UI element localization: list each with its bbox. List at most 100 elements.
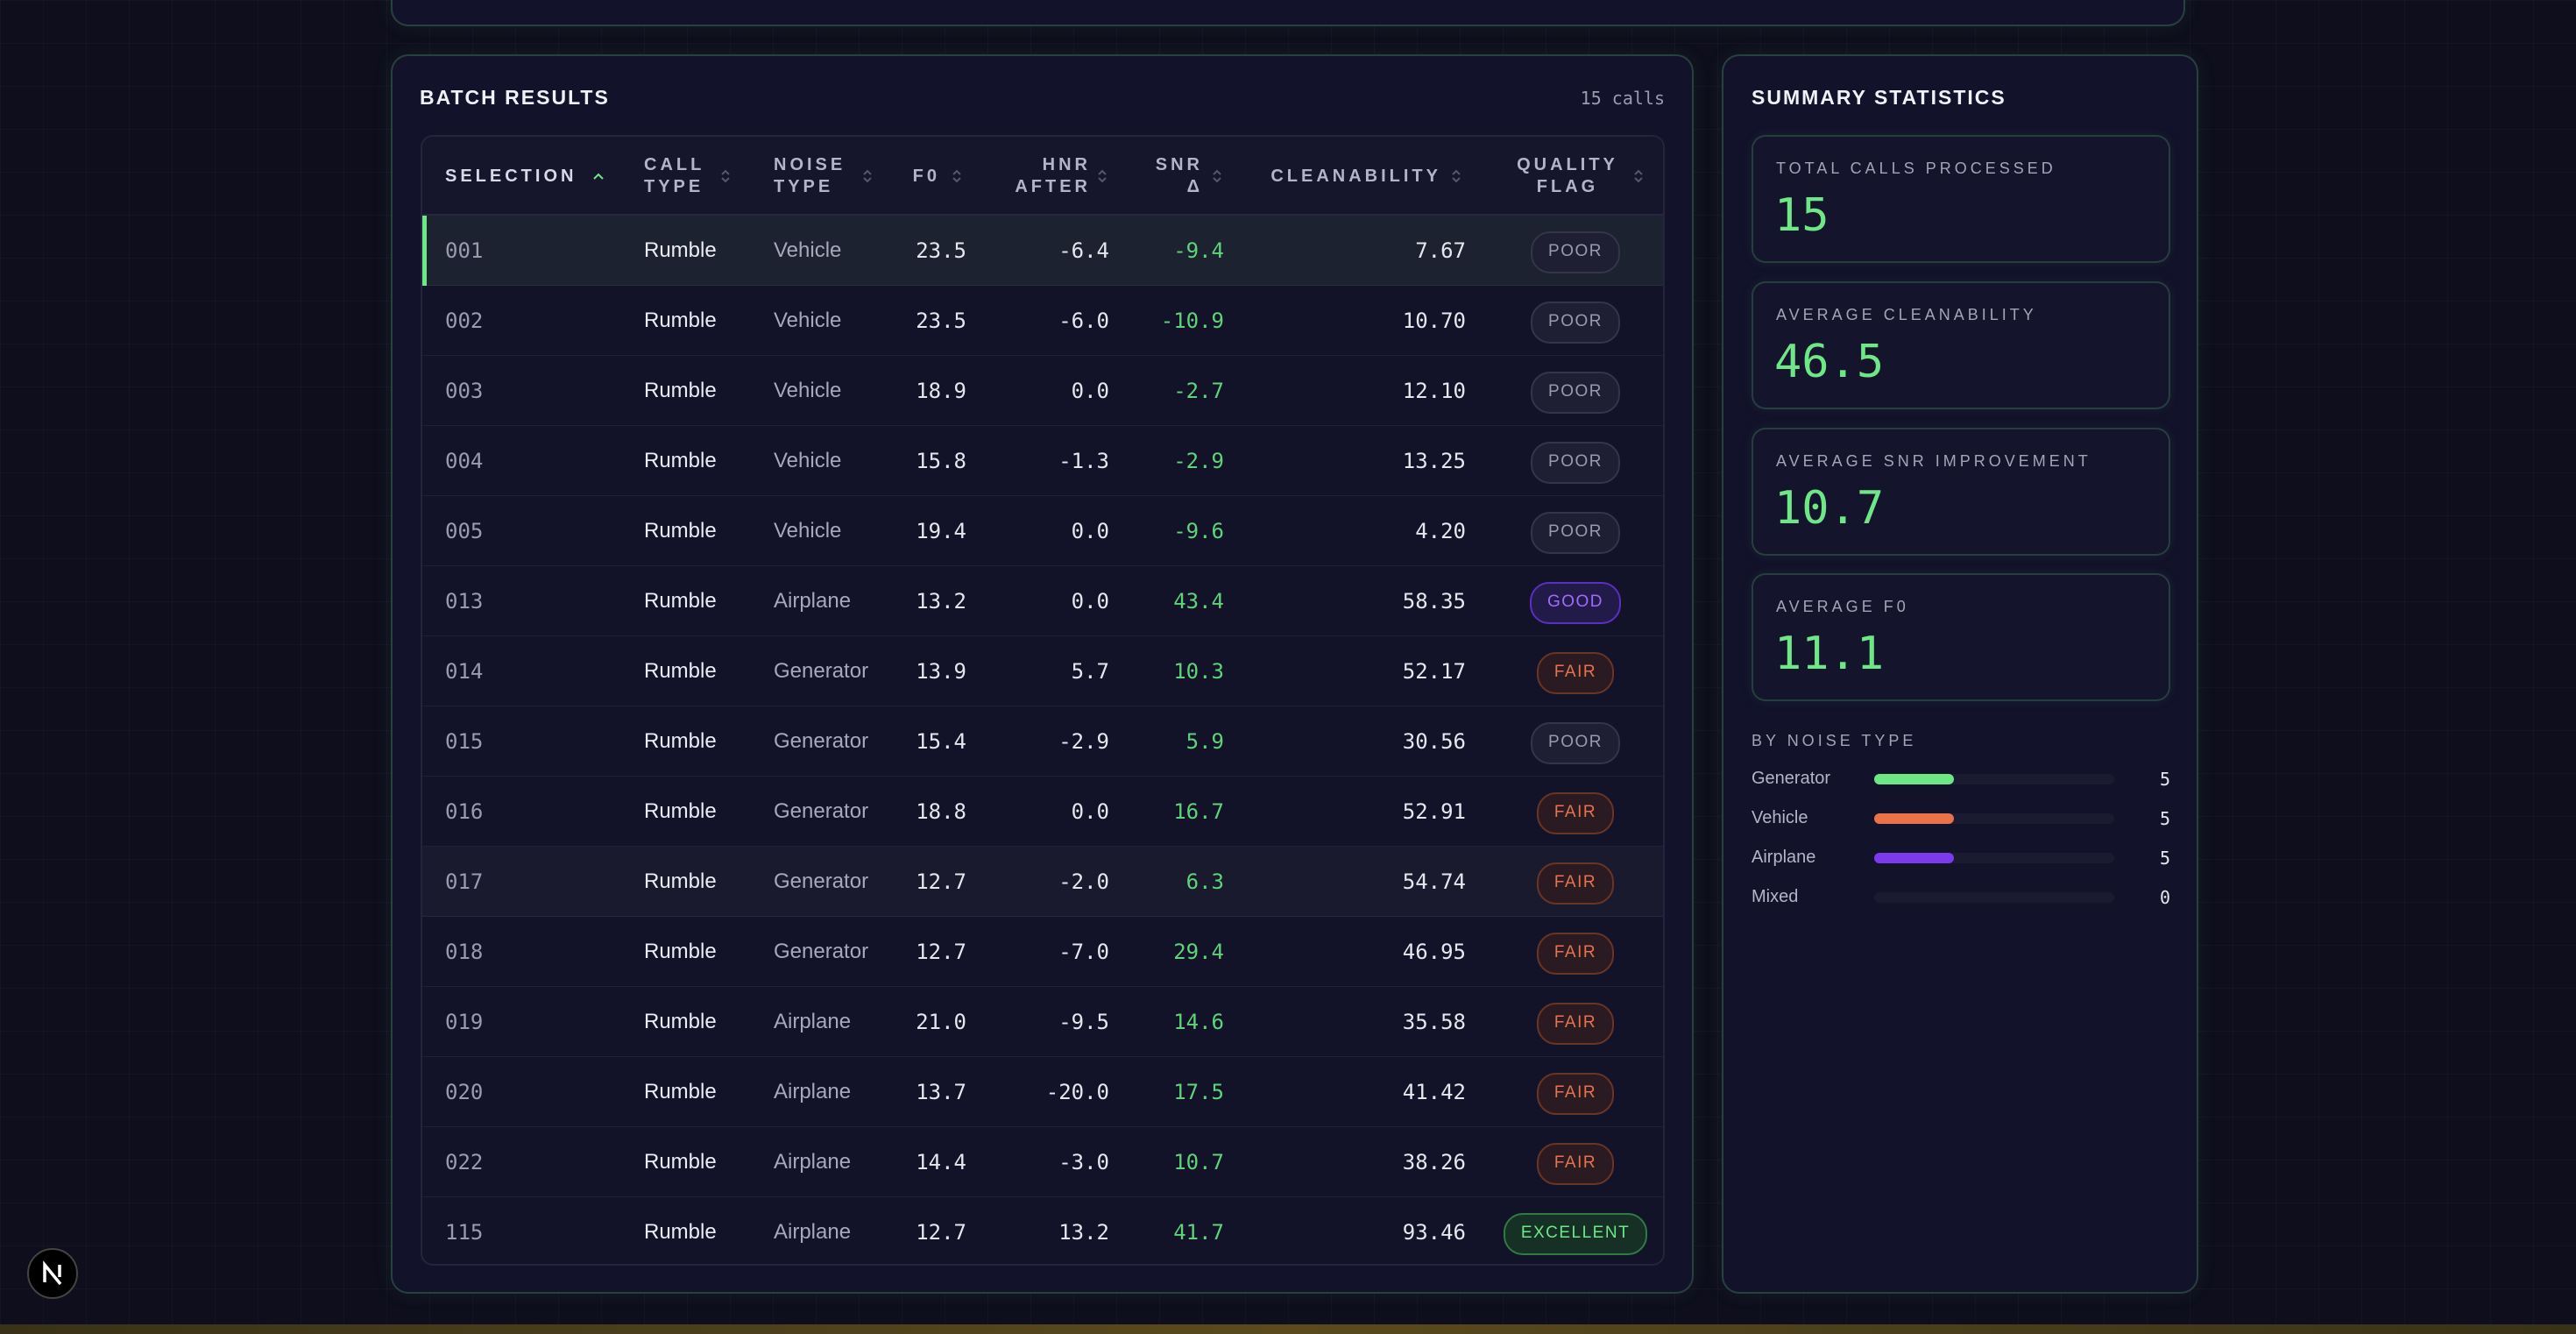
table-row[interactable] [422, 1127, 1663, 1197]
sort-icon[interactable] [1210, 167, 1224, 185]
table-row[interactable] [422, 496, 1663, 566]
noise-label: Mixed [1752, 887, 1799, 906]
column-header-text: NOISE TYPE [774, 155, 846, 196]
column-header-text: SNR Δ [1155, 155, 1203, 196]
table-cell: 017 [445, 869, 484, 894]
table-cell: -2.9 [1058, 729, 1109, 754]
table-cell: 41.7 [1173, 1220, 1224, 1245]
batch-count: 15 calls [1580, 88, 1665, 109]
table-cell: 5.9 [1185, 729, 1224, 754]
table-cell: -7.0 [1058, 940, 1109, 964]
table-row[interactable] [422, 636, 1663, 706]
dev-badge[interactable] [26, 1247, 79, 1300]
sort-icon[interactable] [1631, 167, 1645, 185]
table-cell: 10.3 [1173, 659, 1224, 684]
table-row[interactable] [422, 847, 1663, 917]
table-cell: 5.7 [1071, 659, 1109, 684]
table-cell: Rumble [644, 1220, 717, 1244]
table-row[interactable] [422, 706, 1663, 777]
table-cell: -6.4 [1058, 238, 1109, 263]
table-cell: Vehicle [774, 519, 842, 543]
table-cell: 29.4 [1173, 940, 1224, 964]
table-cell: 17.5 [1173, 1080, 1224, 1104]
table-row[interactable] [422, 356, 1663, 426]
table-cell: 4.20 [1415, 519, 1466, 543]
quality-badge: POOR [1531, 512, 1620, 554]
table-cell: Generator [774, 729, 869, 753]
sort-icon[interactable] [1449, 167, 1463, 185]
sort-icon[interactable] [1095, 167, 1109, 185]
table-row[interactable] [422, 216, 1663, 286]
table-row[interactable] [422, 777, 1663, 847]
table-cell: 18.9 [916, 379, 966, 403]
bar-track [1874, 892, 2114, 903]
table-cell: Rumble [644, 309, 717, 332]
table-cell: Generator [774, 659, 869, 683]
noise-count: 5 [2159, 808, 2170, 829]
quality-badge: FAIR [1536, 933, 1615, 975]
flag-cell: FAIR [1488, 933, 1663, 975]
table-cell: Airplane [774, 1150, 852, 1174]
column-header[interactable]: SNR Δ [1142, 137, 1203, 216]
noise-count: 5 [2159, 848, 2170, 869]
quality-badge: POOR [1531, 372, 1620, 414]
stat-label: TOTAL CALLS PROCESSED [1776, 160, 2056, 177]
stat-label: AVERAGE F0 [1776, 598, 1909, 615]
flag-cell: POOR [1488, 372, 1663, 414]
table-cell: 46.95 [1402, 940, 1466, 964]
column-header-text: SELECTION [445, 166, 577, 186]
table-row[interactable] [422, 1057, 1663, 1127]
table-cell: 23.5 [916, 309, 966, 333]
table-cell: 0.0 [1071, 799, 1109, 824]
table-cell: 10.70 [1402, 309, 1466, 333]
table-cell: 013 [445, 589, 484, 614]
table-cell: 12.7 [916, 940, 966, 964]
table-cell: 58.35 [1402, 589, 1466, 614]
flag-cell: POOR [1488, 512, 1663, 554]
column-header-text: CLEANABILITY [1270, 166, 1441, 186]
column-header[interactable]: CALL TYPE [644, 137, 723, 216]
column-header-text: HNR AFTER [1015, 155, 1091, 196]
table-cell: 13.9 [916, 659, 966, 684]
table-cell: 13.25 [1402, 449, 1466, 473]
table-cell: Rumble [644, 589, 717, 613]
table-cell: 38.26 [1402, 1150, 1466, 1174]
column-header[interactable]: F0 [870, 137, 940, 216]
table-row[interactable] [422, 917, 1663, 987]
table-row[interactable] [422, 426, 1663, 496]
column-header[interactable]: HNR AFTER [1012, 137, 1091, 216]
column-header-text: CALL TYPE [644, 155, 704, 196]
quality-badge: FAIR [1536, 1143, 1615, 1185]
table-cell: -1.3 [1058, 449, 1109, 473]
sort-icon[interactable] [591, 167, 605, 185]
column-header[interactable]: QUALITY FLAG [1511, 137, 1624, 216]
table-cell: 43.4 [1173, 589, 1224, 614]
table-cell: 41.42 [1402, 1080, 1466, 1104]
column-header[interactable]: CLEANABILITY [1231, 137, 1441, 216]
table-row[interactable] [422, 286, 1663, 356]
stat-value: 15 [1774, 189, 1829, 242]
table-cell: 12.7 [916, 869, 966, 894]
table-row[interactable] [422, 987, 1663, 1057]
column-header[interactable]: NOISE TYPE [774, 137, 870, 216]
stat-label: AVERAGE SNR IMPROVEMENT [1776, 452, 2091, 470]
table-cell: Vehicle [774, 449, 842, 472]
column-header[interactable]: SELECTION [445, 137, 594, 216]
table-cell: 16.7 [1173, 799, 1224, 824]
sort-icon[interactable] [718, 167, 732, 185]
sort-icon[interactable] [950, 167, 964, 185]
quality-badge: GOOD [1529, 582, 1622, 624]
table-row[interactable] [422, 566, 1663, 636]
table-cell: 003 [445, 379, 484, 403]
table-cell: 14.6 [1173, 1010, 1224, 1034]
table-cell: 7.67 [1415, 238, 1466, 263]
flag-cell: EXCELLENT [1488, 1213, 1663, 1255]
table-cell: 13.7 [916, 1080, 966, 1104]
stat-card: AVERAGE F0 11.1 [1752, 573, 2170, 701]
table-cell: 002 [445, 309, 484, 333]
table-cell: 23.5 [916, 238, 966, 263]
table-cell: 13.2 [1058, 1220, 1109, 1245]
sort-icon[interactable] [860, 167, 874, 185]
table-cell: 022 [445, 1150, 484, 1174]
